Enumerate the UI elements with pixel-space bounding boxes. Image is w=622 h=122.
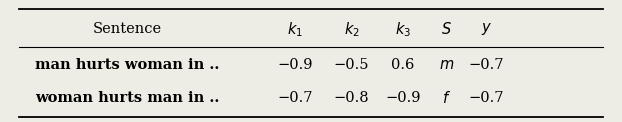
Text: −0.9: −0.9 bbox=[385, 91, 421, 105]
Text: woman hurts man in ..: woman hurts man in .. bbox=[35, 91, 220, 105]
Text: man hurts woman in ..: man hurts woman in .. bbox=[35, 58, 220, 72]
Text: $m$: $m$ bbox=[439, 58, 454, 72]
Text: $f$: $f$ bbox=[442, 90, 451, 106]
Text: Sentence: Sentence bbox=[93, 22, 162, 36]
Text: $y$: $y$ bbox=[481, 21, 492, 37]
Text: −0.9: −0.9 bbox=[277, 58, 313, 72]
Text: $S$: $S$ bbox=[441, 21, 452, 37]
Text: $k_1$: $k_1$ bbox=[287, 20, 304, 39]
Text: −0.5: −0.5 bbox=[333, 58, 369, 72]
Text: −0.8: −0.8 bbox=[333, 91, 369, 105]
Text: −0.7: −0.7 bbox=[277, 91, 313, 105]
Text: −0.7: −0.7 bbox=[468, 58, 504, 72]
Text: $k_3$: $k_3$ bbox=[395, 20, 411, 39]
Text: −0.7: −0.7 bbox=[468, 91, 504, 105]
Text: $k_2$: $k_2$ bbox=[343, 20, 360, 39]
Text: 0.6: 0.6 bbox=[391, 58, 415, 72]
